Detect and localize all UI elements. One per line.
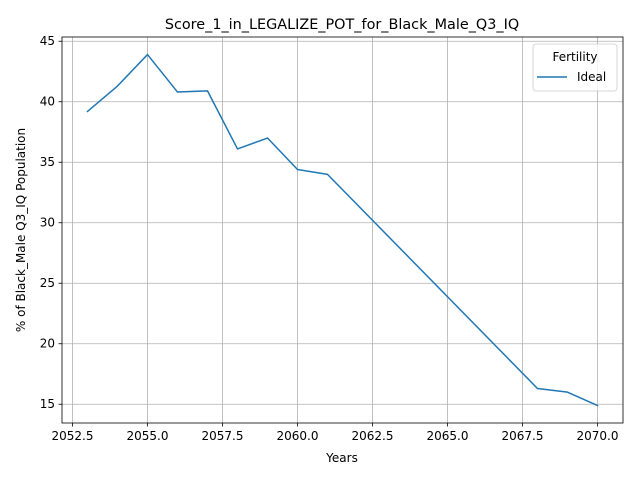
x-tick-label: 2062.5 <box>352 429 394 443</box>
legend-title: Fertility <box>552 50 597 64</box>
y-tick-label: 40 <box>40 95 55 109</box>
y-tick-label: 30 <box>40 216 55 230</box>
y-axis-label: % of Black_Male Q3_IQ Population <box>14 128 28 332</box>
x-tick-label: 2052.5 <box>52 429 94 443</box>
legend-box <box>532 43 618 92</box>
series-lines <box>86 53 599 407</box>
chart-title: Score_1_in_LEGALIZE_POT_for_Black_Male_Q… <box>165 17 519 33</box>
legend: Fertility Ideal <box>532 43 618 92</box>
y-tick-label: 20 <box>40 337 55 351</box>
plot-frame <box>61 36 624 424</box>
y-tick-label: 15 <box>40 397 55 411</box>
y-tick-label: 35 <box>40 155 55 169</box>
legend-label-ideal: Ideal <box>577 70 606 84</box>
x-tick-label: 2057.5 <box>202 429 244 443</box>
y-tick-label: 25 <box>40 276 55 290</box>
grid-lines <box>62 37 623 423</box>
y-tick-label: 45 <box>40 34 55 48</box>
series-line-ideal <box>86 53 599 407</box>
x-axis-label: Years <box>325 451 358 465</box>
x-tick-label: 2065.0 <box>427 429 469 443</box>
x-tick-label: 2070.0 <box>577 429 619 443</box>
x-tick-label: 2067.5 <box>502 429 544 443</box>
axis-ticks: 2052.5 2055.0 2057.5 2060.0 2062.5 2065.0 2067… <box>40 34 619 443</box>
x-tick-label: 2060.0 <box>277 429 319 443</box>
x-tick-label: 2055.0 <box>127 429 169 443</box>
